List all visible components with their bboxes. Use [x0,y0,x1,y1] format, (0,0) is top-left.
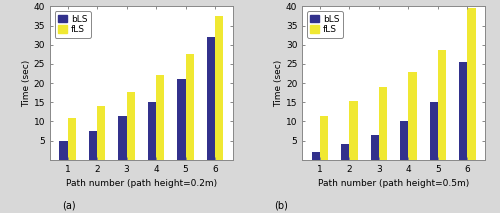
Bar [320,116,328,160]
Y-axis label: Time (sec): Time (sec) [274,59,283,107]
Bar [156,75,164,160]
Text: (b): (b) [274,201,287,211]
Bar [438,50,446,160]
Legend: bLS, fLS: bLS, fLS [306,11,343,38]
Bar [408,72,416,160]
Bar [207,37,215,160]
Bar [186,54,194,160]
Bar [126,92,135,160]
Bar [370,135,379,160]
Bar [89,131,97,160]
Bar [350,101,358,160]
Bar [215,16,224,160]
Bar [178,79,186,160]
Bar [459,62,468,160]
Bar [430,102,438,160]
Bar [60,141,68,160]
Bar [312,152,320,160]
Bar [118,116,126,160]
Bar [97,106,106,160]
X-axis label: Path number (path height=0.2m): Path number (path height=0.2m) [66,179,217,188]
Bar [68,118,76,160]
Bar [341,144,349,160]
Bar [400,121,408,160]
X-axis label: Path number (path height=0.5m): Path number (path height=0.5m) [318,179,469,188]
Y-axis label: Time (sec): Time (sec) [22,59,31,107]
Text: (a): (a) [62,201,76,211]
Legend: bLS, fLS: bLS, fLS [54,11,91,38]
Bar [468,8,475,160]
Bar [379,87,387,160]
Bar [148,102,156,160]
